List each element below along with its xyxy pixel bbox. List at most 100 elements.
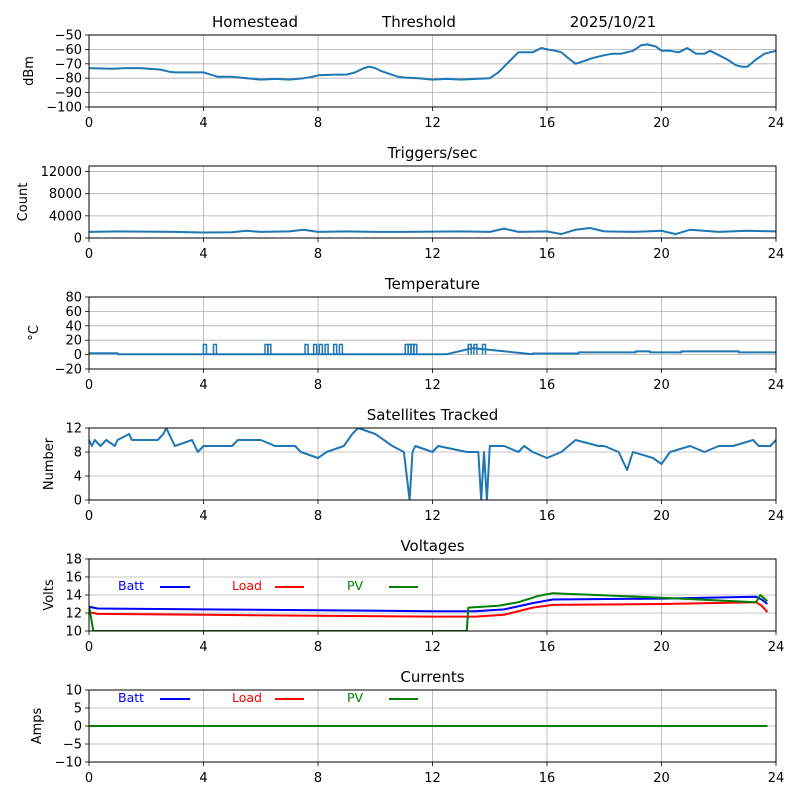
header-mode: Threshold bbox=[381, 13, 456, 31]
panel-title: Satellites Tracked bbox=[367, 406, 498, 424]
x-tick-label: 8 bbox=[314, 247, 322, 262]
y-tick-label: 12 bbox=[65, 607, 82, 622]
temperature-spike bbox=[338, 343, 344, 355]
y-axis-label: dBm bbox=[22, 56, 37, 86]
x-tick-label: 20 bbox=[653, 247, 670, 262]
x-tick-label: 4 bbox=[199, 378, 207, 393]
temperature-spike bbox=[413, 343, 418, 355]
x-tick-label: 0 bbox=[85, 116, 93, 131]
x-tick-label: 20 bbox=[653, 640, 670, 655]
y-tick-label: 8000 bbox=[49, 187, 82, 202]
y-tick-label: 80 bbox=[65, 291, 82, 306]
y-tick-label: 10 bbox=[65, 625, 82, 640]
x-tick-label: 24 bbox=[768, 247, 785, 262]
panel-title: Triggers/sec bbox=[387, 144, 478, 162]
y-axis-label: Amps bbox=[30, 707, 45, 744]
x-tick-label: 12 bbox=[424, 378, 441, 393]
x-tick-label: 8 bbox=[314, 771, 322, 786]
x-tick-label: 4 bbox=[199, 640, 207, 655]
y-tick-label: 16 bbox=[65, 571, 82, 586]
y-tick-label: 14 bbox=[65, 589, 82, 604]
legend-label-batt: Batt bbox=[118, 690, 144, 705]
panel-title: Voltages bbox=[400, 537, 464, 555]
series-pv-line bbox=[89, 592, 769, 631]
y-tick-label: −50 bbox=[55, 29, 82, 44]
x-tick-label: 24 bbox=[768, 378, 785, 393]
panel-1: 0 4 8 12 16 20 24 −100−90−80−70−60−50 dBm bbox=[22, 29, 784, 132]
series-temperature-line bbox=[89, 347, 776, 356]
y-tick-label: −5 bbox=[63, 738, 82, 753]
panel-title: Currents bbox=[400, 668, 464, 686]
x-tick-label: 20 bbox=[653, 509, 670, 524]
y-tick-label: 20 bbox=[65, 334, 82, 349]
y-axis-label: Volts bbox=[42, 579, 57, 611]
y-axis-label: Count bbox=[16, 183, 31, 222]
temperature-spike bbox=[212, 343, 218, 355]
temperature-spike bbox=[304, 343, 309, 355]
x-tick-label: 20 bbox=[653, 771, 670, 786]
x-tick-label: 12 bbox=[424, 116, 441, 131]
y-tick-label: −80 bbox=[55, 72, 82, 87]
x-tick-label: 24 bbox=[768, 509, 785, 524]
x-tick-label: 4 bbox=[199, 247, 207, 262]
series-satellites-line bbox=[89, 428, 776, 500]
x-tick-label: 4 bbox=[199, 771, 207, 786]
y-axis-label: °C bbox=[27, 325, 42, 341]
series-triggers-line bbox=[89, 227, 776, 236]
x-tick-label: 12 bbox=[424, 771, 441, 786]
y-tick-label: 4 bbox=[74, 470, 82, 485]
x-tick-label: 24 bbox=[768, 771, 785, 786]
x-tick-label: 12 bbox=[424, 509, 441, 524]
y-tick-label: −60 bbox=[55, 43, 82, 58]
x-tick-label: 16 bbox=[539, 116, 556, 131]
x-tick-label: 0 bbox=[85, 247, 93, 262]
panel-5: Batt Load PV 0 4 8 12 16 20 24 10 12 14 16 18 Voltages V… bbox=[42, 537, 784, 655]
series-signal-line bbox=[89, 43, 776, 81]
y-tick-label: 0 bbox=[74, 720, 82, 735]
x-tick-label: 8 bbox=[314, 509, 322, 524]
series-batt-line bbox=[89, 595, 769, 613]
panel-2: 0 4 8 12 16 20 24 0 4000 8000 12000 Triggers/sec Cou… bbox=[16, 144, 784, 262]
x-tick-label: 20 bbox=[653, 378, 670, 393]
x-tick-label: 16 bbox=[539, 247, 556, 262]
y-tick-label: −100 bbox=[46, 101, 82, 116]
x-tick-label: 16 bbox=[539, 509, 556, 524]
panel-title: Temperature bbox=[384, 275, 480, 293]
y-tick-label: 40 bbox=[65, 319, 82, 334]
y-tick-label: 60 bbox=[65, 305, 82, 320]
y-tick-label: 5 bbox=[74, 702, 82, 717]
legend-label-pv: PV bbox=[347, 578, 364, 593]
temperature-spike bbox=[312, 343, 318, 355]
y-axis-label: Number bbox=[42, 437, 57, 490]
y-tick-label: 4000 bbox=[49, 209, 82, 224]
x-tick-label: 24 bbox=[768, 116, 785, 131]
legend-label-load: Load bbox=[232, 578, 262, 593]
x-tick-label: 20 bbox=[653, 116, 670, 131]
temperature-spike bbox=[202, 343, 208, 355]
y-tick-label: 18 bbox=[65, 553, 82, 568]
x-tick-label: 16 bbox=[539, 640, 556, 655]
y-tick-label: −70 bbox=[55, 57, 82, 72]
y-tick-label: 0 bbox=[74, 348, 82, 363]
y-tick-label: 12 bbox=[65, 422, 82, 437]
y-tick-label: 8 bbox=[74, 446, 82, 461]
legend-label-pv: PV bbox=[347, 690, 364, 705]
y-tick-label: 10 bbox=[65, 684, 82, 699]
legend-label-batt: Batt bbox=[118, 578, 144, 593]
x-tick-label: 8 bbox=[314, 640, 322, 655]
x-tick-label: 0 bbox=[85, 771, 93, 786]
x-tick-label: 8 bbox=[314, 378, 322, 393]
y-tick-label: −20 bbox=[55, 363, 82, 378]
x-tick-label: 0 bbox=[85, 640, 93, 655]
x-tick-label: 16 bbox=[539, 378, 556, 393]
y-tick-label: −90 bbox=[55, 86, 82, 101]
y-tick-label: 0 bbox=[74, 232, 82, 247]
temperature-spike bbox=[267, 343, 272, 355]
x-tick-label: 4 bbox=[199, 509, 207, 524]
x-tick-label: 12 bbox=[424, 640, 441, 655]
temperature-spike bbox=[332, 343, 338, 355]
header-date: 2025/10/21 bbox=[570, 13, 656, 31]
y-tick-label: −10 bbox=[55, 756, 82, 771]
x-tick-label: 0 bbox=[85, 509, 93, 524]
